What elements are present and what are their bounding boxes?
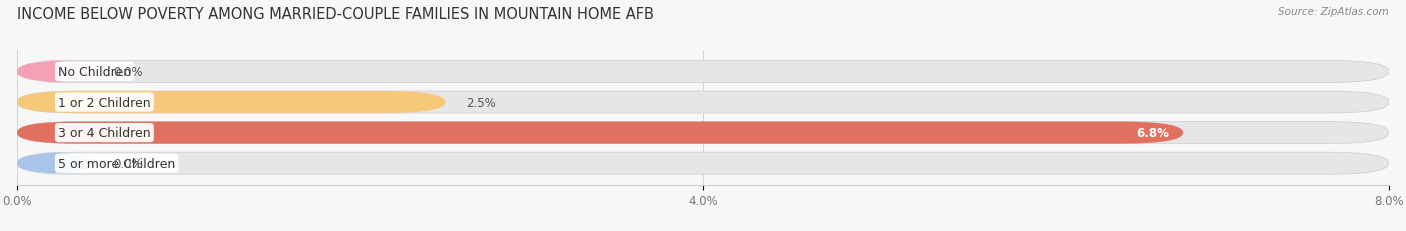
FancyBboxPatch shape bbox=[17, 152, 1389, 174]
Text: 5 or more Children: 5 or more Children bbox=[58, 157, 176, 170]
FancyBboxPatch shape bbox=[17, 61, 1389, 83]
Text: 1 or 2 Children: 1 or 2 Children bbox=[58, 96, 150, 109]
FancyBboxPatch shape bbox=[17, 61, 93, 83]
Text: No Children: No Children bbox=[58, 66, 131, 79]
FancyBboxPatch shape bbox=[17, 92, 446, 114]
Text: 0.0%: 0.0% bbox=[112, 66, 142, 79]
Text: 6.8%: 6.8% bbox=[1136, 127, 1170, 140]
Text: Source: ZipAtlas.com: Source: ZipAtlas.com bbox=[1278, 7, 1389, 17]
FancyBboxPatch shape bbox=[17, 152, 93, 174]
Text: INCOME BELOW POVERTY AMONG MARRIED-COUPLE FAMILIES IN MOUNTAIN HOME AFB: INCOME BELOW POVERTY AMONG MARRIED-COUPL… bbox=[17, 7, 654, 22]
Text: 3 or 4 Children: 3 or 4 Children bbox=[58, 127, 150, 140]
FancyBboxPatch shape bbox=[17, 122, 1389, 144]
Text: 0.0%: 0.0% bbox=[112, 157, 142, 170]
Text: 2.5%: 2.5% bbox=[467, 96, 496, 109]
FancyBboxPatch shape bbox=[17, 122, 1184, 144]
FancyBboxPatch shape bbox=[17, 92, 1389, 114]
